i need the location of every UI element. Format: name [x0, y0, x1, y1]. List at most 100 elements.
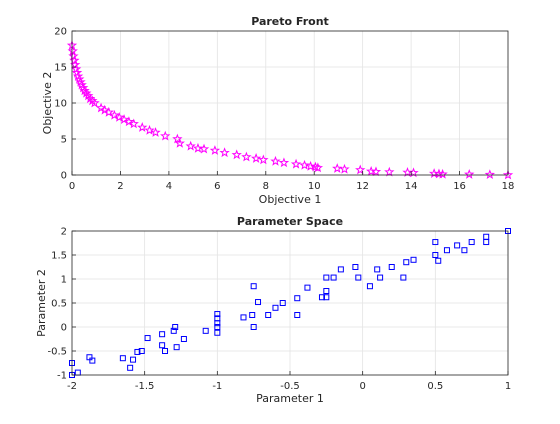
data-point-star: [172, 133, 183, 144]
data-point-square: [172, 324, 179, 330]
data-point-square: [454, 242, 461, 249]
data-point-square: [130, 356, 137, 363]
x-tick-label: -1.5: [135, 381, 155, 392]
data-point-star: [502, 169, 514, 180]
data-point-square: [366, 283, 373, 290]
data-point-square: [162, 348, 169, 354]
data-point-star: [144, 124, 155, 135]
data-point-square: [249, 312, 256, 318]
x-tick-label: 0: [69, 181, 75, 192]
data-point-square: [119, 355, 126, 362]
x-tick-label: 16: [453, 181, 466, 192]
data-point-square: [443, 247, 450, 254]
data-point-square: [468, 239, 475, 246]
data-point-star: [339, 163, 350, 174]
y-tick-label: 0: [61, 171, 67, 182]
data-point-square: [250, 283, 257, 290]
data-point-square: [374, 266, 381, 273]
data-point-star: [278, 157, 290, 168]
y-tick-label: 1: [61, 275, 67, 286]
data-point-square: [294, 312, 301, 318]
data-point-star: [231, 149, 242, 160]
data-point-square: [138, 348, 145, 354]
data-point-square: [337, 266, 344, 273]
chart-title-pareto-front: Pareto Front: [251, 15, 329, 28]
x-tick-label: 10: [308, 181, 321, 192]
data-point-square: [173, 344, 180, 351]
y-tick-label: 10: [54, 99, 67, 110]
data-point-square: [323, 288, 330, 294]
data-point-square: [89, 357, 96, 364]
data-point-star: [464, 168, 475, 179]
data-point-square: [202, 327, 209, 334]
data-point-square: [318, 294, 325, 301]
y-tick-label: 20: [54, 27, 67, 38]
data-point-square: [279, 300, 286, 306]
data-point-square: [403, 259, 410, 266]
data-point-star: [99, 104, 110, 115]
y-tick-label: -1: [57, 371, 67, 382]
data-point-square: [432, 239, 439, 246]
grid: [71, 230, 509, 376]
x-tick-label: 0.5: [427, 381, 443, 392]
y-tick-label: -0.5: [47, 347, 67, 358]
y-tick-label: 0.5: [51, 299, 67, 310]
axes-parameter-space: Parameter Space -2 -1.5 -1 -0.5 0 0.5 1 -1 -0.5 0…: [35, 215, 511, 405]
data-point-star: [332, 163, 343, 173]
data-point-square: [294, 295, 301, 302]
data-point-square: [352, 264, 359, 270]
x-tick-label: -1: [212, 381, 222, 392]
data-point-star: [270, 155, 281, 166]
data-point-square: [410, 256, 417, 263]
data-point-star: [370, 166, 382, 177]
data-point-square: [461, 247, 468, 254]
data-point-star: [355, 164, 366, 175]
data-point-star: [484, 169, 495, 180]
data-point-square: [144, 335, 151, 342]
data-point-star: [250, 153, 262, 163]
data-point-square: [127, 364, 134, 371]
x-tick-label: -2: [67, 381, 77, 392]
data-point-star: [109, 109, 120, 120]
data-point-square: [304, 284, 311, 291]
data-point-star: [198, 143, 210, 154]
data-point-square: [265, 312, 272, 318]
data-point-star: [305, 160, 316, 171]
x-tick-label: 4: [166, 181, 172, 192]
x-tick-label: 1: [505, 381, 511, 392]
x-tick-label: 6: [214, 181, 220, 192]
x-tick-label: 0: [359, 381, 365, 392]
chart-title-parameter-space: Parameter Space: [237, 215, 343, 228]
data-point-square: [214, 324, 221, 330]
data-point-star: [160, 130, 171, 141]
x-tick-label: 2: [117, 181, 123, 192]
data-point-star: [312, 162, 324, 173]
data-point-star: [384, 166, 395, 177]
data-point-star: [128, 118, 139, 129]
y-axis-label: Parameter 2: [35, 269, 48, 337]
data-point-star: [437, 168, 448, 179]
data-point-star: [123, 116, 135, 127]
data-point-star: [118, 114, 130, 124]
data-point-star: [219, 147, 230, 158]
x-axis-label: Parameter 1: [256, 392, 324, 405]
data-point-square: [377, 274, 384, 281]
y-tick-label: 2: [61, 227, 67, 238]
data-point-square: [388, 264, 395, 270]
data-point-star: [241, 151, 252, 162]
data-point-star: [209, 145, 221, 155]
data-series: [66, 39, 514, 180]
data-point-square: [74, 369, 81, 376]
data-point-star: [290, 158, 302, 169]
y-tick-label: 15: [54, 63, 67, 74]
data-point-star: [89, 97, 100, 108]
y-axis-label: Objective 2: [41, 72, 54, 135]
data-point-square: [323, 294, 330, 301]
data-point-square: [483, 233, 490, 240]
x-tick-label: 14: [405, 181, 418, 192]
axes-pareto-front: Pareto Front 0 2 4 6 8 10 12 14 16 18 0 5 10 15 20 Obj…: [41, 15, 514, 206]
data-series: [69, 228, 511, 378]
ticks: 0 2 4 6 8 10 12 14 16 18 0 5 10 15 20: [54, 27, 514, 193]
